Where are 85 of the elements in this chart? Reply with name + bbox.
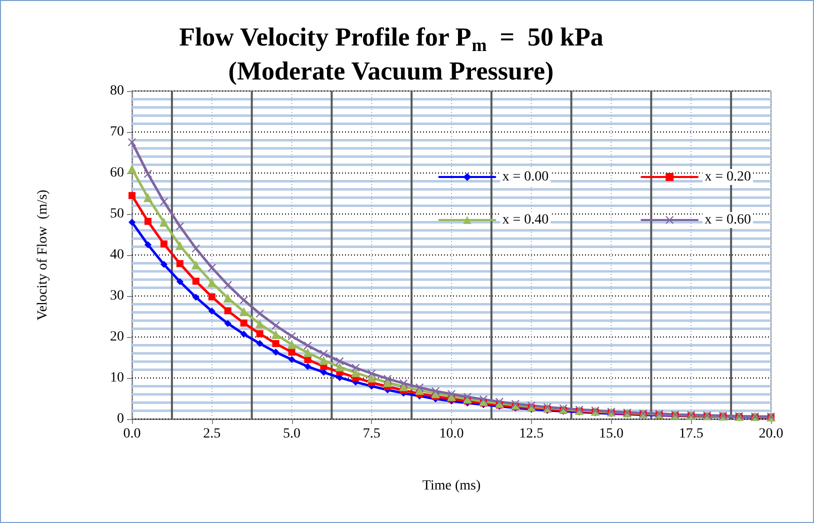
y-tick-label: 20 (110, 330, 124, 344)
y-tick-label: 70 (110, 124, 124, 140)
point (160, 260, 168, 268)
y-tick-label: 50 (110, 206, 124, 222)
y-tick-label: 40 (110, 248, 124, 262)
point (479, 395, 488, 404)
point (320, 350, 328, 358)
point (144, 218, 152, 225)
point (288, 348, 296, 356)
point (192, 294, 200, 301)
x-tick-label: 5.0 (283, 426, 300, 442)
y-tick-label: 0 (117, 412, 124, 426)
x-axis-title: Time (ms) (422, 478, 481, 494)
x-tick-label: 10.0 (439, 426, 464, 442)
x-tick-label: 2.5 (203, 426, 221, 442)
point (176, 222, 184, 230)
point (304, 342, 312, 350)
point (160, 198, 168, 206)
point (287, 340, 296, 349)
point (240, 320, 248, 327)
point (223, 294, 232, 303)
point (288, 332, 296, 340)
point (256, 310, 264, 318)
point (192, 244, 200, 252)
point (336, 357, 344, 366)
point (128, 164, 136, 174)
point (191, 260, 200, 270)
point (352, 364, 360, 372)
legend-label: x = 0.20 (704, 170, 752, 184)
legend-label: x = 0.60 (704, 212, 752, 228)
y-tick-label: 30 (110, 288, 124, 304)
x-tick-label: 12.5 (519, 426, 544, 442)
point (384, 374, 392, 383)
point (208, 264, 216, 272)
point (272, 322, 280, 330)
x-tick-label: 15.0 (599, 426, 624, 442)
point (176, 278, 184, 286)
point (256, 330, 264, 338)
y-tick-label: 60 (110, 166, 124, 180)
point (255, 319, 264, 328)
point (175, 241, 184, 250)
point (160, 240, 168, 248)
point (192, 278, 200, 285)
y-tick-label: 10 (110, 370, 124, 386)
point (240, 330, 248, 338)
point (128, 218, 136, 226)
point (335, 362, 344, 372)
point (128, 192, 136, 200)
x-tick-label: 20.0 (758, 426, 784, 442)
point (256, 340, 264, 348)
x-tick-label: 0.0 (123, 426, 141, 442)
point (400, 379, 408, 388)
point (239, 307, 248, 316)
y-axis-title: Velocity of Flow (m/s) (36, 189, 50, 320)
point (224, 320, 232, 327)
point (128, 138, 136, 146)
point (224, 307, 232, 314)
point (368, 369, 376, 378)
point (144, 241, 152, 248)
x-tick-label: 17.5 (678, 426, 704, 442)
point (319, 356, 328, 365)
point (448, 390, 456, 398)
point (208, 308, 216, 315)
point (144, 170, 152, 178)
point (416, 383, 424, 392)
x-tick-label: 7.5 (362, 426, 380, 442)
point (432, 387, 440, 396)
point (271, 330, 280, 340)
point (272, 340, 280, 348)
legend-label: x = 0.00 (502, 170, 549, 184)
point (159, 218, 168, 227)
y-tick-label: 80 (110, 84, 124, 98)
point (288, 356, 296, 364)
point (176, 260, 184, 268)
point (240, 296, 248, 304)
point (463, 392, 472, 401)
legend-label: x = 0.40 (502, 212, 549, 228)
point (208, 293, 216, 300)
point (303, 348, 312, 358)
point (272, 348, 280, 356)
point (367, 374, 376, 382)
point (304, 363, 312, 370)
point (224, 280, 232, 289)
point (351, 368, 360, 378)
point (143, 193, 152, 202)
